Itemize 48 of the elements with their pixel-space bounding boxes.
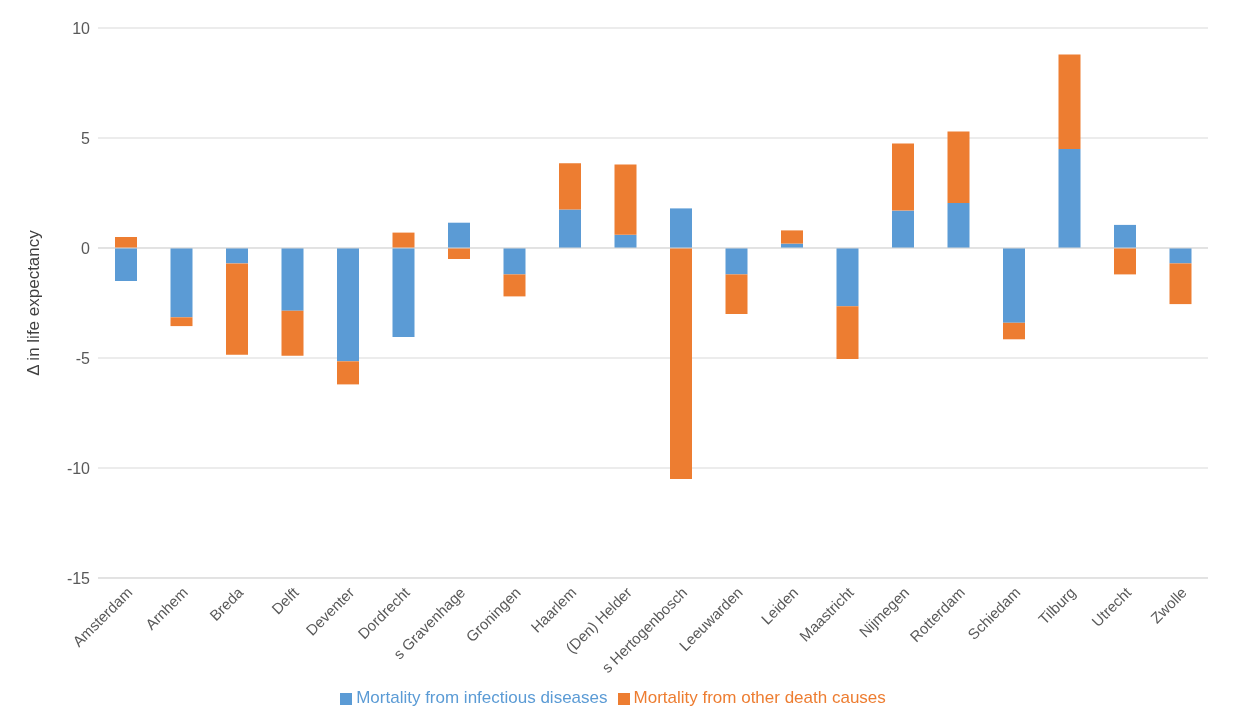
legend-label: Mortality from infectious diseases [356, 688, 608, 707]
y-tick-label: -5 [75, 349, 91, 367]
bar [947, 131, 970, 203]
bar [1058, 149, 1081, 248]
bar [115, 237, 137, 248]
bar [836, 306, 859, 360]
bar [226, 248, 248, 264]
bar [1114, 224, 1136, 248]
bar [1169, 263, 1192, 305]
bar [781, 230, 803, 244]
bar [503, 274, 526, 297]
bar [337, 361, 359, 385]
bar [614, 234, 637, 248]
bar [281, 310, 304, 356]
legend-label: Mortality from other death causes [633, 688, 886, 707]
bar [503, 248, 526, 275]
y-tick-label: 10 [72, 19, 91, 37]
bar [337, 248, 359, 362]
bar [1114, 248, 1136, 275]
bar [1003, 322, 1025, 340]
bar [892, 143, 914, 211]
bar [614, 164, 637, 235]
bar [170, 317, 193, 327]
bar [725, 274, 748, 314]
bar [226, 263, 248, 355]
bar [836, 248, 859, 307]
bar [448, 248, 470, 259]
bar [448, 222, 470, 248]
y-tick-label: 5 [81, 129, 91, 147]
bar [1003, 248, 1025, 323]
bar [892, 210, 914, 248]
bar [725, 248, 748, 275]
bar [947, 202, 970, 248]
bar [1058, 54, 1081, 149]
bar [559, 163, 581, 210]
bar [115, 248, 137, 281]
y-tick-label: 0 [81, 239, 91, 257]
bar [281, 248, 304, 311]
bar [392, 232, 415, 248]
bar [392, 248, 415, 338]
bar [170, 248, 193, 318]
bar [670, 208, 692, 248]
bar [1169, 248, 1192, 264]
y-tick-label: -10 [66, 459, 91, 477]
y-tick-label: -15 [66, 569, 91, 587]
bar [670, 248, 692, 479]
y-axis-title: Δ in life expectancy [24, 229, 44, 376]
bar [559, 209, 581, 248]
